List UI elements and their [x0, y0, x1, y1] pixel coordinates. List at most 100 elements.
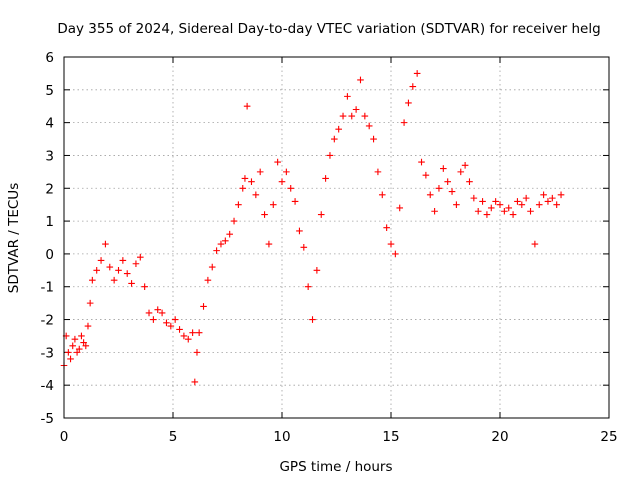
data-point — [163, 319, 170, 327]
data-point — [405, 99, 412, 107]
data-point — [71, 335, 79, 343]
data-point — [496, 201, 504, 208]
data-point — [141, 283, 148, 291]
data-point — [132, 260, 140, 268]
data-point — [361, 112, 369, 120]
data-point — [84, 322, 92, 330]
data-point — [374, 168, 382, 176]
data-point — [119, 257, 127, 264]
x-tick-label: 20 — [491, 429, 508, 445]
data-point — [261, 211, 268, 218]
data-point — [505, 204, 513, 212]
data-point — [128, 280, 135, 287]
data-point — [283, 168, 290, 176]
data-point — [97, 257, 105, 264]
data-point — [75, 345, 83, 353]
data-point — [544, 198, 552, 205]
data-point — [291, 198, 299, 205]
data-point — [518, 201, 526, 208]
data-point — [191, 378, 199, 386]
x-tick-label: 15 — [382, 429, 399, 445]
data-point — [501, 207, 508, 215]
data-point — [348, 112, 356, 120]
data-point — [241, 175, 249, 182]
data-point — [102, 240, 109, 248]
data-point — [230, 217, 238, 225]
data-point — [522, 194, 530, 202]
x-axis-label: GPS time / hours — [279, 459, 392, 475]
data-point — [396, 204, 404, 212]
data-point — [409, 83, 417, 90]
data-point — [509, 211, 517, 218]
data-point — [326, 152, 334, 159]
data-point — [154, 306, 162, 313]
y-tick-label: -5 — [41, 411, 54, 427]
data-point — [239, 184, 247, 192]
data-point — [422, 171, 430, 179]
data-point — [440, 165, 447, 172]
data-point — [413, 70, 421, 77]
data-point — [296, 227, 303, 235]
data-point — [357, 76, 364, 84]
data-point — [235, 201, 242, 208]
data-point — [474, 207, 482, 215]
data-point — [195, 329, 203, 336]
data-point — [352, 106, 360, 113]
plot-frame — [63, 56, 610, 419]
data-point — [226, 230, 233, 238]
data-point — [392, 250, 399, 258]
data-point — [204, 276, 212, 284]
x-tick-label: 5 — [169, 429, 178, 445]
data-point — [82, 342, 90, 350]
data-point — [222, 237, 229, 245]
x-tick-label: 25 — [600, 429, 617, 445]
y-tick-label: 5 — [45, 83, 54, 99]
data-point — [256, 168, 264, 176]
data-point — [461, 162, 469, 169]
y-tick-label: 4 — [45, 116, 54, 132]
data-point — [331, 135, 338, 143]
data-point — [69, 342, 77, 350]
data-point — [483, 211, 491, 218]
data-point — [180, 332, 188, 340]
chart-title: Day 355 of 2024, Sidereal Day-to-day VTE… — [57, 21, 600, 37]
y-tick-label: 3 — [45, 148, 54, 164]
data-point — [470, 194, 478, 202]
x-tick-label: 10 — [273, 429, 290, 445]
y-tick-label: -1 — [41, 280, 54, 296]
data-point — [387, 240, 395, 248]
data-point — [213, 247, 220, 254]
data-point — [67, 355, 74, 363]
data-point — [431, 207, 438, 215]
data-point — [158, 309, 166, 317]
data-point — [383, 224, 390, 231]
tick-labels: 0 5 10 15 20 25 -5 -4 -3 -2 -1 0 1 2 3 4 5 6 — [41, 50, 618, 445]
data-point — [278, 178, 286, 186]
data-point — [287, 184, 295, 192]
data-point — [435, 184, 443, 192]
data-point — [137, 253, 144, 261]
y-tick-label: -3 — [41, 345, 54, 361]
data-point — [176, 326, 183, 333]
data-point — [418, 158, 425, 166]
data-point — [514, 198, 521, 205]
data-point — [304, 283, 312, 291]
data-point — [479, 198, 486, 205]
data-point — [269, 201, 277, 208]
data-point — [78, 332, 85, 340]
data-point — [65, 349, 72, 356]
data-point — [300, 244, 308, 251]
data-point — [115, 267, 122, 274]
data-point — [150, 316, 157, 323]
data-point — [400, 119, 408, 126]
y-axis-label: SDTVAR / TECUs — [6, 183, 22, 293]
data-point — [453, 201, 460, 208]
x-tick-label: 0 — [60, 429, 69, 445]
y-tick-label: 6 — [45, 50, 54, 66]
y-tick-label: 1 — [45, 214, 54, 230]
y-tick-label: 0 — [45, 247, 54, 263]
data-point — [317, 211, 325, 218]
data-point — [370, 135, 377, 143]
